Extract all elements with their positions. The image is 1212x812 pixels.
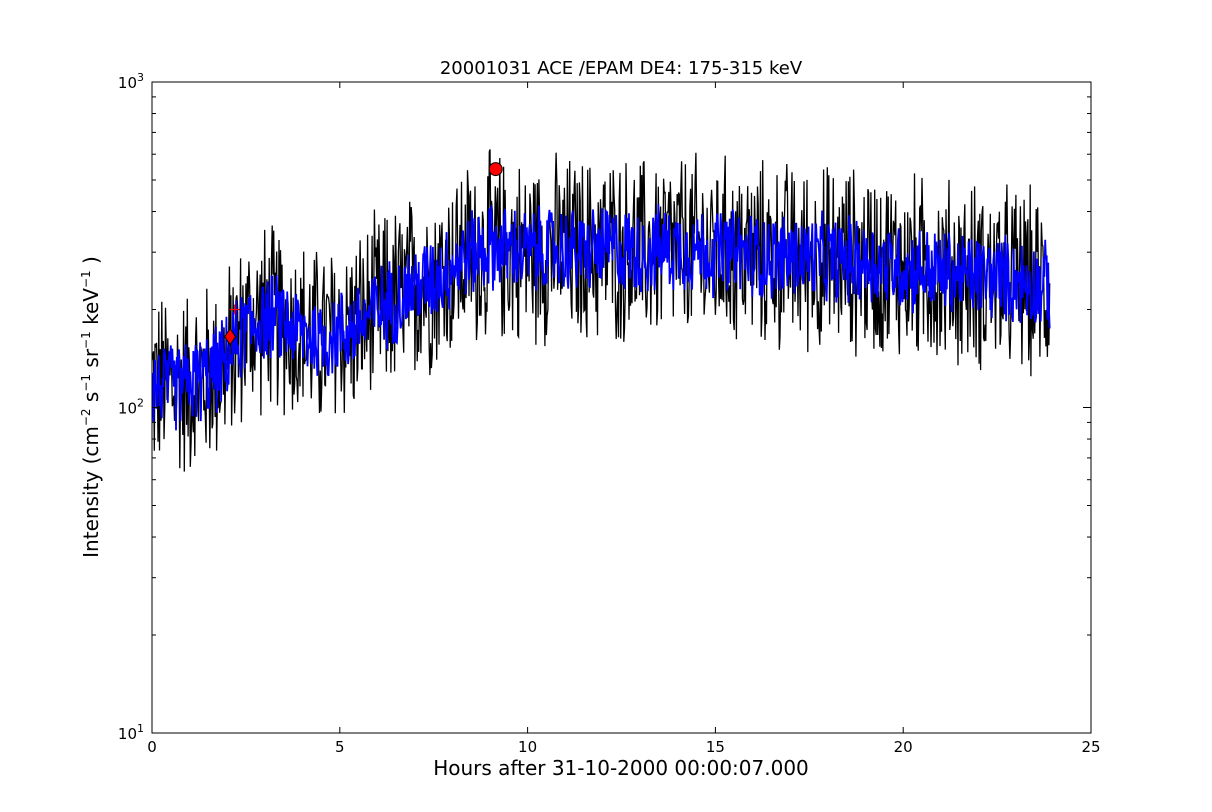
x-tick-label: 0 xyxy=(147,738,157,756)
plot-area xyxy=(152,149,1051,472)
x-tick-label: 25 xyxy=(1081,738,1100,756)
y-tick-label: 101 xyxy=(118,722,144,743)
peak-marker-circle xyxy=(488,162,503,177)
x-tick-label: 5 xyxy=(335,738,345,756)
x-tick-label: 20 xyxy=(894,738,913,756)
marker-plus xyxy=(229,304,240,315)
x-axis-title: Hours after 31-10-2000 00:00:07.000 xyxy=(433,756,809,780)
series-layer xyxy=(152,149,1051,472)
series-line-smoothed xyxy=(152,203,1051,431)
x-axis: 0 5 10 15 20 25 xyxy=(147,82,1101,756)
chart-title: 20001031 ACE /EPAM DE4: 175-315 keV xyxy=(440,58,803,79)
x-tick-label: 10 xyxy=(518,738,537,756)
y-tick-label: 103 xyxy=(118,71,144,92)
y-axis-title: Intensity (cm−2 s−1 sr−1 keV−1 ) xyxy=(79,256,103,558)
y-axis: 101 102 103 xyxy=(118,71,1091,743)
y-tick-label: 102 xyxy=(118,397,144,418)
marker-layer xyxy=(224,162,503,346)
onset-marker-diamond xyxy=(224,327,237,346)
x-tick-label: 15 xyxy=(706,738,725,756)
